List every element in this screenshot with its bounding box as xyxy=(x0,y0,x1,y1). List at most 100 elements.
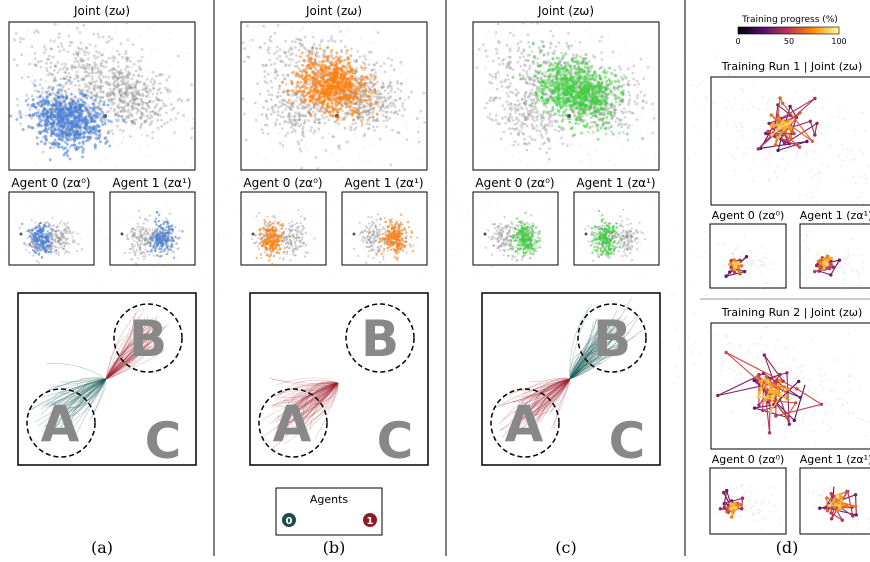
env-trajectories: ABC xyxy=(26,303,183,470)
caption: (b) xyxy=(323,538,346,557)
training-trajectory xyxy=(718,488,745,519)
run2-agent0-title: Agent 0 (zα⁰) xyxy=(712,453,785,466)
colorbar-tick-100: 100 xyxy=(831,37,846,46)
agent-highlight xyxy=(146,211,184,259)
run1-trajectory xyxy=(636,55,870,247)
agent-cluster-left xyxy=(120,209,158,265)
highlight-cluster xyxy=(281,45,392,123)
trajectory-fan xyxy=(493,377,571,438)
cluster-lower xyxy=(483,70,588,161)
run2-agent-trajectories xyxy=(705,470,870,533)
trajectory-fan xyxy=(569,297,643,380)
agent-center-dot xyxy=(584,232,588,236)
letter-c: C xyxy=(145,412,182,470)
highlight-cluster xyxy=(519,42,645,141)
run2-title: Training Run 2 | Joint (zω) xyxy=(721,306,863,319)
run1-agent0-title: Agent 0 (zα⁰) xyxy=(712,209,785,222)
run1-joint-plot xyxy=(710,76,870,206)
letter-b: B xyxy=(129,310,167,368)
agent-cluster-left xyxy=(484,216,520,267)
letter-a: A xyxy=(41,395,80,453)
legend-label-0: 0 xyxy=(286,516,293,527)
legend-label-1: 1 xyxy=(367,516,374,527)
letter-c: C xyxy=(609,412,646,470)
caption: (d) xyxy=(776,538,799,557)
letter-b: B xyxy=(361,310,399,368)
cluster-lower xyxy=(241,64,349,170)
agent-highlight xyxy=(589,209,628,259)
agent-scatters xyxy=(0,155,245,290)
background-cloud xyxy=(705,470,782,531)
agent-highlight xyxy=(509,211,541,262)
letter-a: A xyxy=(273,395,312,453)
zone-a-circle xyxy=(490,388,560,458)
letter-a: A xyxy=(505,395,544,453)
env-plot xyxy=(17,292,197,466)
agent-scatters xyxy=(200,165,479,279)
run2-agent1-title: Agent 1 (zα¹) xyxy=(800,453,870,466)
run1-agent-trajectories xyxy=(700,230,870,295)
run1-agent1-plot xyxy=(799,223,870,289)
joint-title: Joint (zω) xyxy=(537,4,594,18)
agent1-plot xyxy=(341,191,428,266)
run2-agent0-plot xyxy=(709,467,787,535)
colorbar-tick-50: 50 xyxy=(784,37,794,46)
letter-c: C xyxy=(377,412,414,470)
env-trajectories: ABC xyxy=(490,297,647,470)
colorbar xyxy=(737,26,840,35)
joint-scatter xyxy=(241,22,427,170)
agent-cluster-left xyxy=(353,213,389,264)
trajectory-fan xyxy=(260,377,339,451)
env-plot xyxy=(249,292,429,466)
legend-title: Agents xyxy=(310,493,349,506)
agent1-title: Agent 1 (zα¹) xyxy=(576,176,655,190)
agent-haze xyxy=(0,155,138,284)
zone-a-circle xyxy=(258,388,328,458)
caption: (c) xyxy=(555,538,576,557)
agent-center-dot xyxy=(120,232,124,236)
agent1-title: Agent 1 (zα¹) xyxy=(112,176,191,190)
agent0-title: Agent 0 (zα⁰) xyxy=(243,176,322,190)
agent-highlight xyxy=(255,218,291,266)
panel-d: Training progress (%) 0 50 100 Training … xyxy=(636,15,870,557)
agent0-plot xyxy=(240,191,327,266)
zone-b-circle xyxy=(577,303,647,373)
letter-b: B xyxy=(593,310,631,368)
haze-dots xyxy=(241,22,427,170)
training-trajectory xyxy=(756,96,819,153)
training-trajectory xyxy=(813,254,842,277)
colorbar-tick-0: 0 xyxy=(735,37,740,46)
background-cloud xyxy=(700,231,794,292)
background-cloud xyxy=(636,55,870,247)
panel-c: Joint (zω) Agent 0 (zα⁰) Agent 1 (zα¹) A… xyxy=(412,4,719,557)
training-trajectory xyxy=(724,255,749,278)
run1-title: Training Run 1 | Joint (zω) xyxy=(721,60,863,73)
caption: (a) xyxy=(91,538,113,557)
joint-title: Joint (zω) xyxy=(73,4,130,18)
agent0-title: Agent 0 (zα⁰) xyxy=(475,176,554,190)
panel-b: Joint (zω) Agent 0 (zα⁰) Agent 1 (zα¹) A… xyxy=(200,4,479,557)
legend-box xyxy=(275,487,383,536)
zone-a-circle xyxy=(26,388,96,458)
agent0-title: Agent 0 (zα⁰) xyxy=(11,176,90,190)
agent1-plot xyxy=(109,191,196,266)
zone-b-circle xyxy=(345,303,415,373)
agent-cluster-right xyxy=(277,208,316,262)
agent-scatters xyxy=(412,150,719,314)
background-cloud xyxy=(794,230,870,295)
zone-b-circle xyxy=(113,303,183,373)
trajectory-fan xyxy=(105,308,169,380)
agent-haze xyxy=(264,165,479,279)
env-trajectories: ABC xyxy=(258,303,415,470)
joint-title: Joint (zω) xyxy=(305,4,362,18)
colorbar-title: Training progress (%) xyxy=(741,15,838,25)
legend-marker-1 xyxy=(363,513,377,527)
agent-center-dot xyxy=(352,232,356,236)
center-dot xyxy=(567,114,571,118)
agent-center-dot xyxy=(483,232,487,236)
agent-haze xyxy=(531,150,719,314)
agent-highlight xyxy=(377,213,415,262)
agent-haze xyxy=(412,166,660,273)
training-trajectory xyxy=(818,486,858,522)
